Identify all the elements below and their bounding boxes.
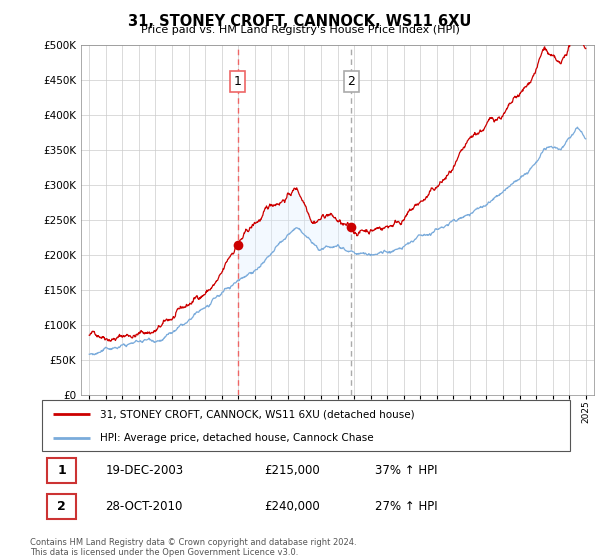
Text: 2: 2: [58, 500, 66, 513]
Text: 31, STONEY CROFT, CANNOCK, WS11 6XU: 31, STONEY CROFT, CANNOCK, WS11 6XU: [128, 14, 472, 29]
Text: £240,000: £240,000: [264, 500, 320, 513]
Text: 28-OCT-2010: 28-OCT-2010: [106, 500, 183, 513]
Text: 1: 1: [58, 464, 66, 477]
Text: 2: 2: [347, 75, 355, 88]
FancyBboxPatch shape: [47, 458, 76, 483]
Text: HPI: Average price, detached house, Cannock Chase: HPI: Average price, detached house, Cann…: [100, 433, 374, 443]
Text: 1: 1: [234, 75, 242, 88]
Text: 27% ↑ HPI: 27% ↑ HPI: [374, 500, 437, 513]
Text: 37% ↑ HPI: 37% ↑ HPI: [374, 464, 437, 477]
Text: 19-DEC-2003: 19-DEC-2003: [106, 464, 184, 477]
FancyBboxPatch shape: [47, 494, 76, 519]
Text: 31, STONEY CROFT, CANNOCK, WS11 6XU (detached house): 31, STONEY CROFT, CANNOCK, WS11 6XU (det…: [100, 409, 415, 419]
Text: Contains HM Land Registry data © Crown copyright and database right 2024.
This d: Contains HM Land Registry data © Crown c…: [30, 538, 356, 557]
Text: £215,000: £215,000: [264, 464, 320, 477]
Text: Price paid vs. HM Land Registry's House Price Index (HPI): Price paid vs. HM Land Registry's House …: [140, 25, 460, 35]
FancyBboxPatch shape: [42, 400, 570, 451]
